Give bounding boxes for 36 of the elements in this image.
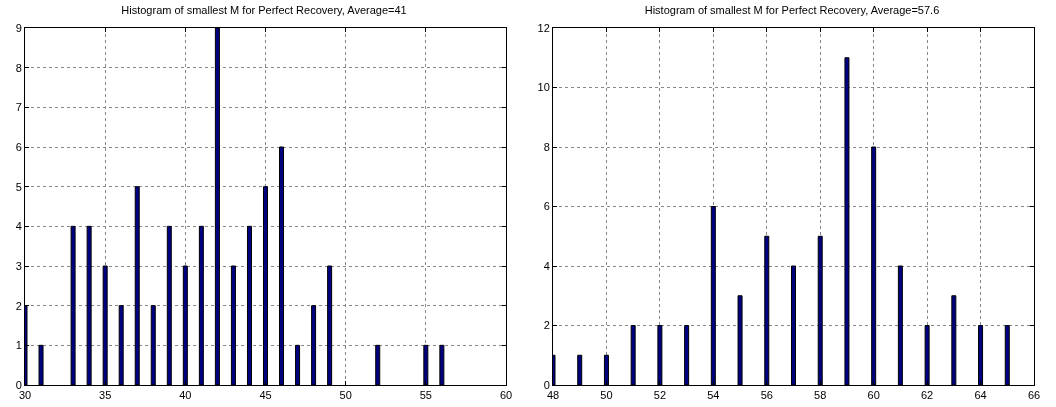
x-tick-label: 40 [179, 389, 192, 402]
y-tick-label: 12 [537, 21, 550, 34]
x-tick-label: 62 [920, 389, 934, 402]
x-tick-label: 50 [600, 389, 613, 402]
x-tick-label: 60 [867, 389, 880, 402]
y-tick-label: 4 [15, 220, 22, 233]
x-tick-label: 52 [653, 389, 667, 402]
x-tick-label: 60 [499, 389, 513, 402]
y-tick-label: 5 [15, 180, 22, 193]
x-tick-label: 64 [974, 389, 987, 402]
x-tick-label: 66 [1027, 389, 1041, 402]
chart-title: Histogram of smallest M for Perfect Recovery, Average=57.6 [644, 3, 940, 16]
x-tick-label: 55 [419, 389, 432, 402]
x-tick-label: 35 [99, 389, 112, 402]
x-tick-label: 54 [707, 389, 720, 402]
y-tick-label: 0 [15, 378, 22, 391]
y-tick-label: 10 [537, 81, 550, 94]
y-tick-label: 1 [15, 339, 22, 352]
y-tick-label: 8 [543, 140, 550, 153]
y-tick-label: 2 [15, 299, 22, 312]
y-tick-label: 4 [543, 259, 550, 272]
chart-title: Histogram of smallest M for Perfect Recovery, Average=41 [121, 3, 407, 16]
y-tick-label: 8 [15, 61, 22, 74]
x-tick-label: 58 [814, 389, 827, 402]
y-tick-label: 6 [15, 140, 22, 153]
x-tick-label: 50 [339, 389, 352, 402]
y-tick-label: 2 [543, 319, 550, 332]
y-tick-label: 9 [15, 21, 22, 34]
y-tick-label: 7 [15, 101, 22, 114]
y-tick-label: 0 [543, 378, 550, 391]
x-tick-label: 48 [546, 389, 560, 402]
x-tick-label: 56 [760, 389, 773, 402]
y-tick-label: 3 [15, 259, 22, 272]
y-tick-label: 6 [543, 200, 550, 213]
x-tick-label: 30 [18, 389, 32, 402]
x-tick-label: 45 [259, 389, 272, 402]
